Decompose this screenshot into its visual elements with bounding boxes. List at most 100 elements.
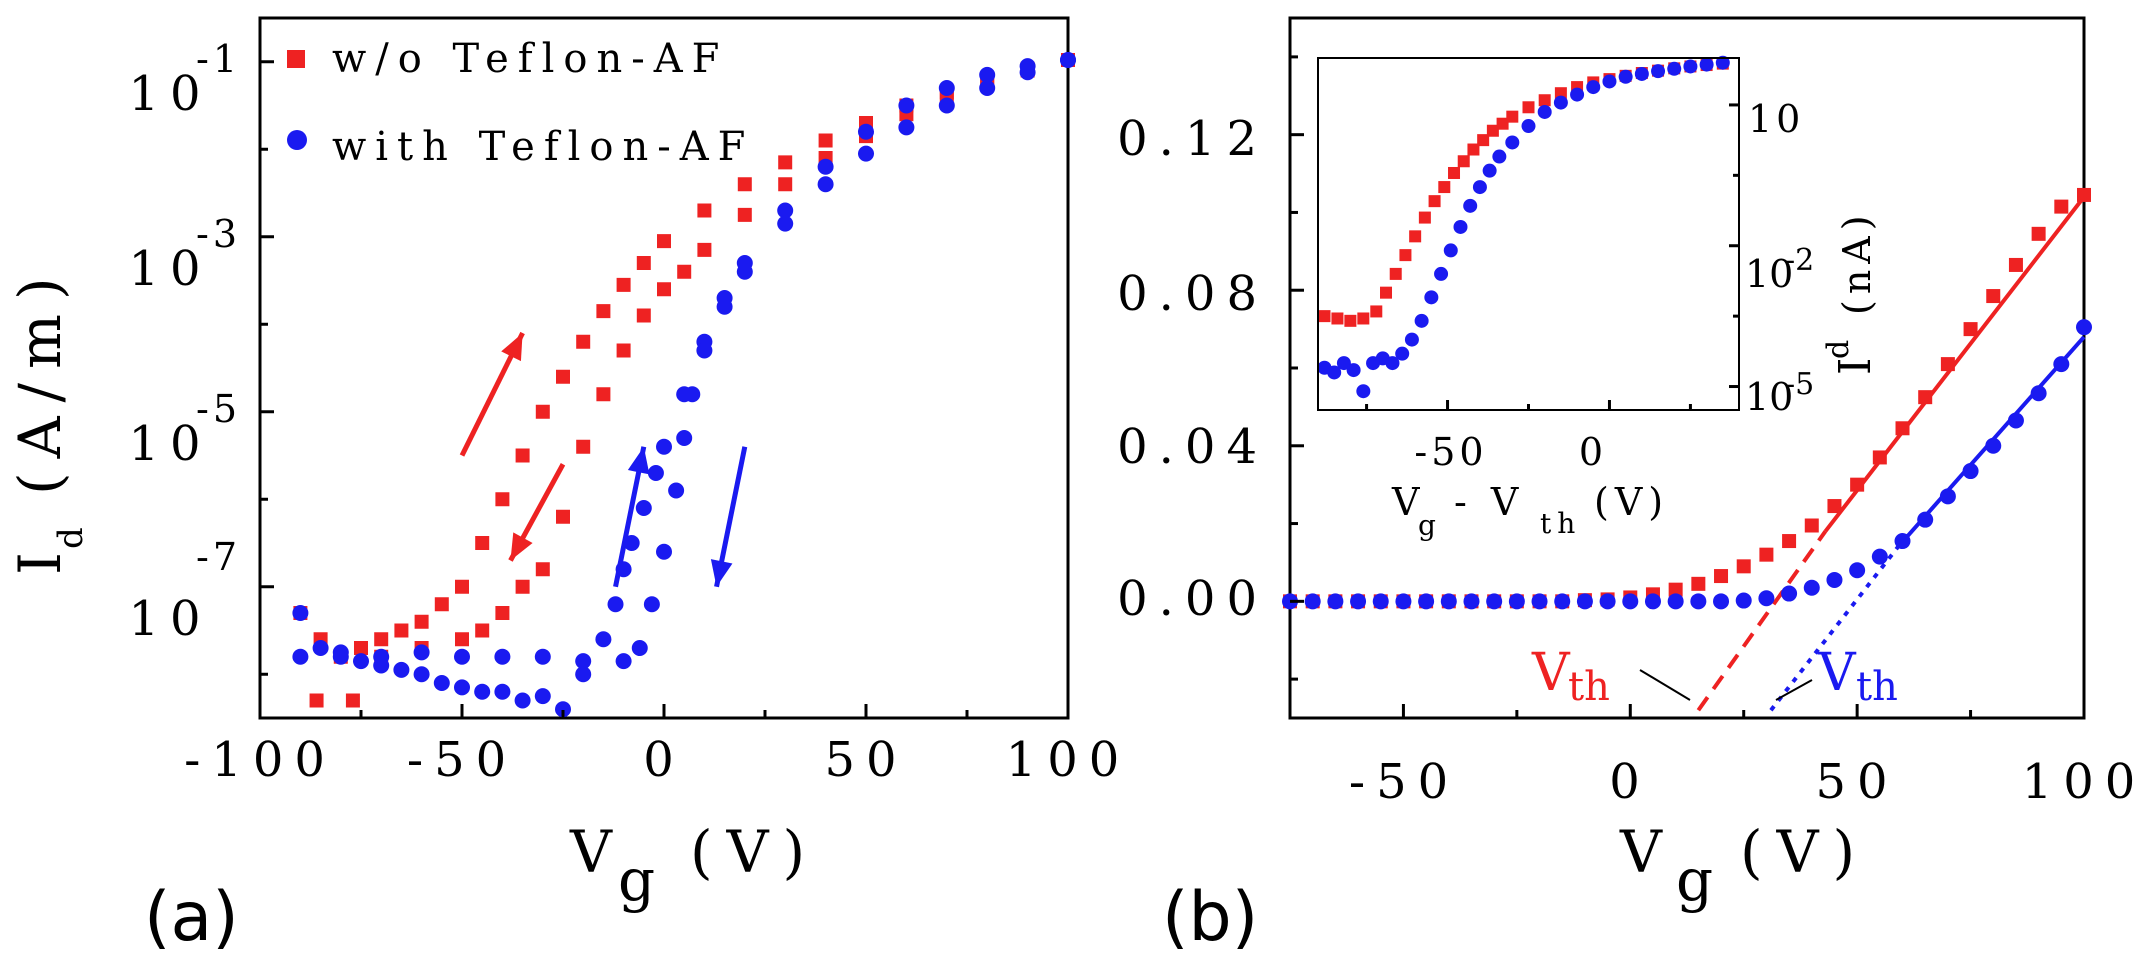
panel-a-plot-frame (258, 16, 1070, 720)
data-point (1599, 593, 1616, 610)
data-point (1395, 593, 1412, 610)
data-point (1486, 124, 1499, 137)
inset-background (1318, 58, 1739, 410)
data-point (474, 683, 491, 700)
data-point (817, 158, 834, 175)
data-point (677, 264, 692, 279)
data-point (475, 536, 490, 550)
data-point (312, 640, 329, 656)
inset-y-label-var: I (1830, 352, 1881, 375)
data-point (353, 653, 369, 670)
data-point (1827, 499, 1842, 514)
panel-a-chart: -100 -50 0 50 100 10 -1 10 -3 10 -5 10 -… (6, 16, 1119, 957)
data-point (1467, 143, 1480, 156)
data-point (2008, 257, 2023, 272)
panel-a-y-tick-exp: -1 (196, 37, 241, 81)
data-point (1871, 548, 1888, 565)
data-point (1453, 219, 1468, 234)
fit-line-blue-dotted (1769, 545, 1900, 712)
data-point (858, 123, 874, 140)
data-point (1327, 365, 1342, 380)
data-point (1634, 66, 1649, 81)
inset-x-axis-label: V g - V th (V) (1391, 480, 1669, 542)
data-point (1418, 593, 1435, 610)
data-point (596, 304, 611, 319)
data-point (1448, 166, 1461, 179)
data-point (1409, 230, 1422, 243)
data-point (2054, 199, 2069, 214)
data-point (1554, 593, 1571, 610)
panel-a-y-tick-base: 10 (128, 66, 211, 122)
inset-y-tick-base: 10 (1745, 252, 1793, 296)
panel-b-label: (b) (1162, 878, 1258, 957)
data-point (534, 648, 551, 665)
data-point (1424, 290, 1439, 305)
data-point (1327, 593, 1344, 610)
data-point (1440, 593, 1457, 610)
data-point (1385, 356, 1400, 371)
data-point (1350, 593, 1367, 610)
data-point (1758, 590, 1775, 607)
data-point (615, 653, 632, 670)
data-point (556, 369, 570, 384)
panel-a-y-tick-label: 10 -5 (128, 387, 237, 472)
sweep-arrow-red-down (508, 463, 566, 562)
inset-y-label-sub: d (1821, 340, 1856, 359)
data-point (616, 277, 631, 292)
data-point (736, 263, 753, 280)
data-point (1826, 571, 1843, 588)
data-point (535, 404, 550, 419)
inset-x-label-unit: (V) (1594, 480, 1669, 524)
data-point (2031, 226, 2046, 241)
data-point (1414, 313, 1429, 328)
panel-b-x-label-var: V (1619, 818, 1676, 886)
inset-y-tick-exp: -5 (1785, 367, 1814, 402)
panel-b-y-tick-label: 0.12 (1117, 111, 1268, 167)
panel-b-x-tick-label: 50 (1815, 754, 1898, 810)
inset-data-marks (1317, 55, 1730, 399)
data-point (1496, 117, 1509, 130)
data-point (576, 439, 591, 454)
data-point (1434, 266, 1449, 281)
data-point (434, 597, 449, 612)
panel-b-x-label-unit: (V) (1740, 818, 1869, 886)
data-point (657, 282, 671, 297)
data-point (514, 692, 531, 709)
data-point (1370, 305, 1383, 318)
panel-b-y-tick-label: 0.00 (1117, 571, 1268, 627)
inset-y-tick-exp: -2 (1785, 243, 1814, 278)
data-point (515, 579, 530, 594)
data-point (1457, 155, 1470, 168)
inset-x-label-mid: - V (1454, 480, 1524, 524)
legend-marker-square (287, 50, 305, 68)
inset-y-tick-label: 10 -5 (1745, 367, 1814, 419)
data-point (455, 579, 469, 594)
data-point (1651, 64, 1666, 79)
data-point (858, 145, 874, 162)
vth-blue-var: V (1817, 643, 1857, 703)
data-point (1372, 593, 1389, 610)
data-point (575, 666, 592, 683)
data-point (656, 543, 672, 560)
sweep-arrow-blue-up (613, 446, 650, 588)
inset-y-tick-base: 10 (1745, 375, 1793, 419)
data-point (1781, 585, 1798, 602)
data-point (1019, 64, 1036, 81)
data-point (1691, 576, 1706, 591)
data-point (979, 80, 996, 96)
inset-x-tick-label: -50 (1414, 430, 1487, 474)
data-point (1986, 289, 2001, 304)
panel-b-data-marks (1282, 187, 2092, 712)
panel-a-y-axis-label: I d (A/m) (6, 263, 91, 575)
data-point (1482, 163, 1497, 178)
series-blue (292, 52, 1076, 718)
data-point (1602, 74, 1617, 89)
sweep-arrow-red-down-head (510, 532, 533, 561)
data-point (1357, 312, 1370, 325)
data-point (1304, 593, 1321, 610)
data-point (1389, 267, 1402, 280)
data-point (697, 242, 712, 257)
inset-series-blue (1317, 55, 1730, 399)
data-point (1331, 312, 1344, 325)
data-point (1917, 511, 1934, 528)
